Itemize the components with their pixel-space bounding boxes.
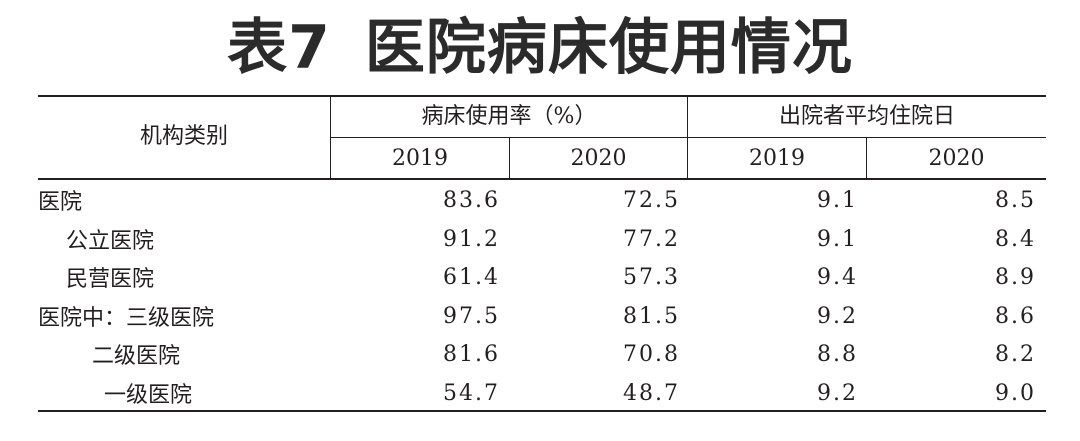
header-divider: [866, 138, 867, 179]
cell-value: 97.5: [443, 303, 500, 329]
cell-value: 57.3: [623, 265, 680, 290]
row-label: 民营医院: [66, 267, 155, 292]
cell-value: 9.0: [995, 380, 1036, 406]
header-divider: [687, 96, 688, 179]
cell-value: 81.5: [623, 303, 680, 329]
header-divider: [330, 96, 331, 179]
column-group-bed-occupancy: 病床使用率（%）: [421, 104, 597, 129]
column-header-year: 2020: [570, 146, 627, 171]
cell-value: 77.2: [623, 226, 680, 252]
cell-value: 83.6: [443, 188, 500, 213]
table-body: 医院 83.6 72.5 9.1 8.5 公立医院 91.2 77.2 9.1 …: [38, 184, 1046, 415]
table-number: 表7: [227, 13, 331, 83]
row-label: 医院中：三级医院: [38, 305, 215, 331]
cell-value: 8.4: [995, 226, 1036, 252]
cell-value: 8.2: [995, 342, 1036, 367]
cell-value: 9.1: [817, 188, 858, 213]
table-title-text: 医院病床使用情况: [364, 13, 853, 83]
header-bottom-rule: [38, 178, 1046, 180]
row-label: 公立医院: [66, 228, 155, 254]
bottom-rule: [38, 410, 1046, 412]
table-row: 二级医院 81.6 70.8 8.8 8.2: [38, 338, 1046, 377]
cell-value: 9.1: [817, 226, 858, 252]
header-mid-rule: [331, 137, 1046, 138]
cell-value: 9.2: [817, 380, 858, 406]
cell-value: 8.6: [995, 303, 1036, 329]
cell-value: 61.4: [443, 265, 500, 290]
top-rule: [38, 95, 1046, 97]
table-title: 表7 医院病床使用情况: [0, 8, 1080, 88]
cell-value: 48.7: [623, 380, 680, 406]
row-label: 一级医院: [104, 382, 193, 408]
column-header-year: 2019: [392, 146, 448, 171]
table-row: 医院中：三级医院 97.5 81.5 9.2 8.6: [38, 300, 1046, 339]
row-label: 二级医院: [92, 344, 181, 369]
column-header-category: 机构类别: [139, 124, 228, 149]
cell-value: 81.6: [443, 342, 500, 367]
cell-value: 8.9: [995, 265, 1036, 290]
cell-value: 8.5: [995, 188, 1036, 213]
cell-value: 9.2: [817, 303, 858, 329]
table-row: 医院 83.6 72.5 9.1 8.5: [38, 184, 1046, 223]
cell-value: 91.2: [443, 226, 500, 252]
cell-value: 70.8: [623, 342, 680, 367]
column-header-year: 2019: [749, 146, 805, 171]
table-row: 公立医院 91.2 77.2 9.1 8.4: [38, 223, 1046, 262]
table-row: 一级医院 54.7 48.7 9.2 9.0: [38, 377, 1046, 416]
cell-value: 54.7: [443, 380, 500, 406]
cell-value: 8.8: [817, 342, 858, 367]
cell-value: 9.4: [817, 265, 858, 290]
column-header-year: 2020: [928, 146, 985, 171]
row-label: 医院: [38, 190, 83, 215]
table-row: 民营医院 61.4 57.3 9.4 8.9: [38, 261, 1046, 300]
header-divider: [509, 138, 510, 179]
cell-value: 72.5: [623, 188, 680, 213]
column-group-avg-stay: 出院者平均住院日: [778, 104, 955, 129]
